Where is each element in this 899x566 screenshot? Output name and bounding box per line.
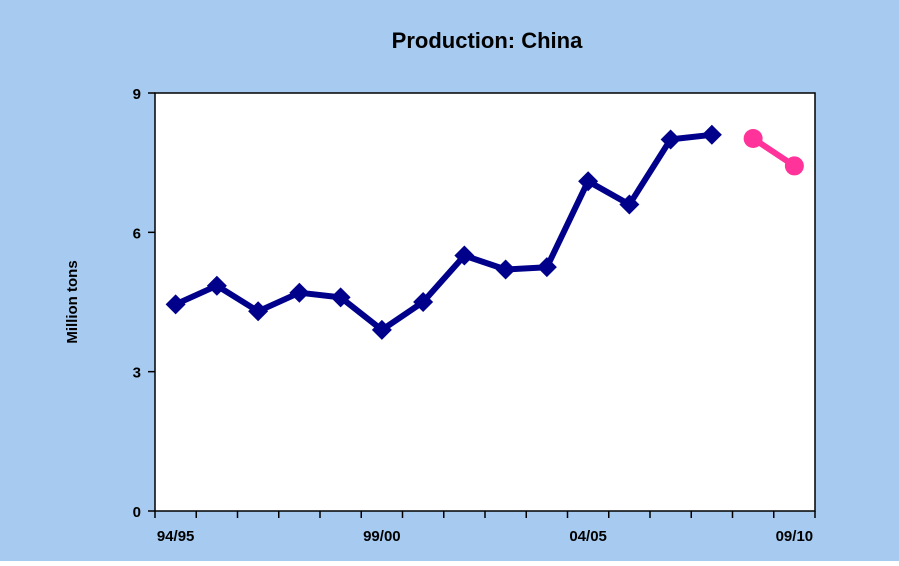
data-point-marker [743,129,763,149]
y-axis: 0 3 6 9 [133,86,155,521]
data-point-marker [454,245,475,266]
plot-area [154,92,816,512]
data-point-marker [289,282,310,303]
data-point-marker [248,301,269,322]
chart-title: Production: China [392,28,583,53]
x-tick-label: 94/95 [157,528,195,545]
y-tick-label: 3 [133,365,141,382]
x-tick-label: 99/00 [363,528,401,545]
data-point-marker [371,319,392,340]
series-layer [165,124,804,340]
data-point-marker [578,171,599,192]
y-tick-label: 0 [133,504,141,521]
data-point-marker [165,294,186,315]
series-1 [165,124,722,340]
y-tick-label: 9 [133,86,141,103]
data-point-marker [660,129,681,150]
x-axis: 94/95 99/00 04/05 09/10 [154,511,816,545]
x-tick-label: 09/10 [776,528,814,545]
data-point-marker [495,259,516,280]
data-point-marker [536,257,557,278]
data-point-marker [784,156,804,176]
y-tick-label: 6 [133,225,141,242]
data-point-marker [413,292,434,312]
data-point-marker [206,275,227,296]
y-axis-label: Million tons [64,260,81,343]
data-point-marker [619,194,640,215]
data-point-marker [701,124,722,145]
data-point-marker [330,287,351,308]
series-2 [743,129,804,176]
x-tick-label: 04/05 [569,528,607,545]
